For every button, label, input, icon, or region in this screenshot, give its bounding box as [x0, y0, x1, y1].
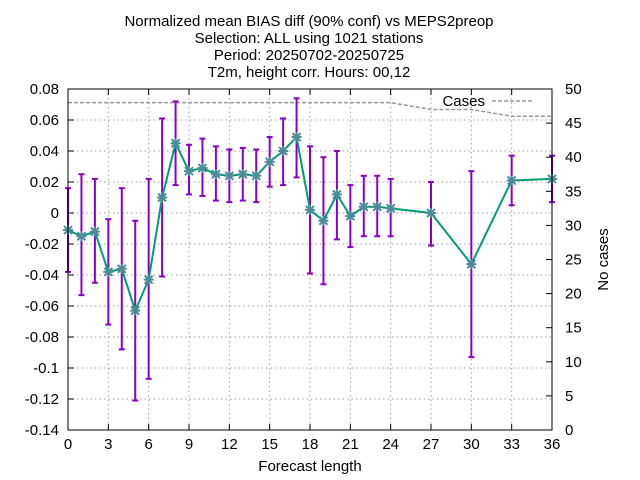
data-point-marker	[143, 274, 154, 285]
tick-label-x: 24	[382, 436, 399, 453]
data-point-marker	[170, 138, 181, 149]
tick-label-y2: 15	[565, 320, 582, 337]
data-point-marker	[426, 208, 436, 218]
data-point-marker	[157, 192, 168, 203]
data-point-marker	[224, 170, 235, 181]
ticks: 0 3 6 9 12 15 18 21 24 27 30 33 36-0.14-0.12-0.1-0.0…	[25, 81, 582, 453]
tick-label-y: -0.04	[25, 267, 59, 284]
cases-line	[68, 101, 552, 118]
tick-label-y2: 25	[565, 252, 582, 269]
data-point-marker	[76, 231, 87, 242]
data-point-marker	[237, 169, 248, 180]
data-point-marker	[385, 203, 396, 214]
data-point-marker	[305, 204, 315, 215]
title-line: T2m, height corr. Hours: 00,12	[208, 64, 411, 81]
tick-label-x: 9	[185, 436, 193, 453]
tick-label-y: -0.14	[25, 422, 59, 439]
tick-label-x: 0	[64, 436, 72, 453]
tick-label-y2: 0	[565, 422, 573, 439]
tick-label-y: -0.1	[33, 360, 59, 377]
tick-label-y: 0.04	[30, 143, 59, 160]
data-point-marker	[318, 215, 329, 226]
data-point-marker	[331, 189, 342, 200]
tick-label-y: 0	[51, 205, 59, 222]
tick-label-y2: 40	[565, 149, 582, 166]
data-point-marker	[372, 201, 383, 212]
tick-label-x: 3	[104, 436, 112, 453]
tick-label-y: -0.12	[25, 391, 59, 408]
data-point-marker	[264, 156, 275, 167]
data-point-marker	[184, 166, 194, 177]
chart-title: Normalized mean BIAS diff (90% conf) vs …	[124, 13, 493, 81]
data-point-marker	[291, 132, 302, 143]
tick-label-y: 0.02	[30, 174, 59, 191]
title-line: Selection: ALL using 1021 stations	[195, 30, 424, 47]
tick-label-y: 0.08	[30, 81, 59, 98]
data-point-marker	[466, 259, 477, 270]
tick-label-x: 18	[302, 436, 319, 453]
markers-layer	[63, 132, 557, 316]
tick-label-x: 15	[261, 436, 278, 453]
tick-label-y2: 20	[565, 286, 582, 303]
tick-label-y2: 30	[565, 217, 582, 234]
data-point-marker	[358, 201, 369, 212]
tick-label-y2: 10	[565, 354, 582, 371]
tick-label-y2: 50	[565, 81, 582, 98]
legend: Cases	[442, 93, 532, 110]
tick-label-y: -0.06	[25, 298, 59, 315]
data-point-marker	[278, 146, 289, 156]
tick-label-y: -0.02	[25, 236, 59, 253]
tick-label-y: -0.08	[25, 329, 59, 346]
tick-label-x: 30	[463, 436, 480, 453]
data-point-marker	[103, 266, 114, 277]
x-axis-label: Forecast length	[258, 458, 361, 475]
cases-layer	[68, 101, 552, 118]
tick-label-x: 33	[503, 436, 520, 453]
data-point-marker	[197, 163, 208, 174]
tick-label-x: 21	[342, 436, 359, 453]
data-point-marker	[116, 263, 127, 274]
tick-label-x: 36	[544, 436, 561, 453]
tick-label-x: 27	[423, 436, 440, 453]
data-point-marker	[345, 211, 356, 222]
data-point-marker	[506, 175, 517, 186]
tick-label-x: 12	[221, 436, 238, 453]
data-point-marker	[89, 226, 100, 237]
title-line: Period: 20250702-20250725	[214, 47, 404, 64]
data-point-marker	[251, 170, 262, 181]
tick-label-y: 0.06	[30, 112, 59, 129]
tick-label-y2: 45	[565, 115, 582, 132]
data-point-marker	[130, 305, 141, 316]
tick-label-y2: 35	[565, 183, 582, 200]
tick-label-y2: 5	[565, 388, 573, 405]
title-line: Normalized mean BIAS diff (90% conf) vs …	[124, 13, 493, 30]
tick-label-x: 6	[144, 436, 152, 453]
y2-axis-label: No cases	[595, 228, 612, 291]
data-point-marker	[210, 169, 221, 180]
legend-label-cases: Cases	[442, 93, 485, 110]
